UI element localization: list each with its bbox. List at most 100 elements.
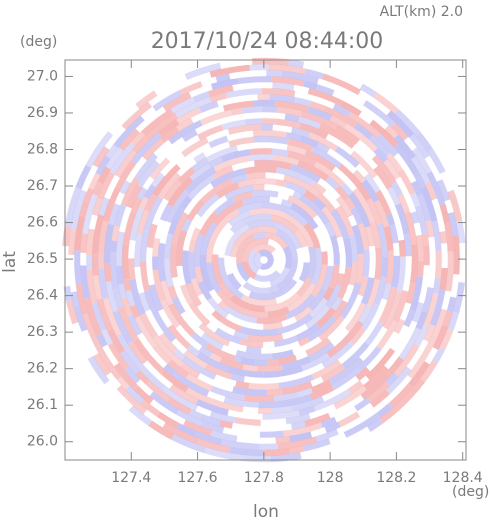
radar-cell	[420, 359, 438, 383]
radar-cell	[275, 118, 301, 129]
radar-cell	[331, 166, 358, 192]
radar-cell	[273, 335, 298, 348]
radar-cell	[303, 189, 318, 203]
radar-cell	[325, 241, 335, 267]
radar-cell	[321, 206, 343, 239]
radar-cell	[393, 134, 416, 160]
radar-cell	[277, 191, 290, 201]
radar-cell	[131, 132, 163, 165]
radar-cell	[380, 375, 413, 408]
radar-cell	[181, 355, 217, 381]
radar-cell	[81, 329, 99, 357]
radar-cell	[117, 305, 139, 342]
radar-cell	[300, 442, 338, 459]
radar-cell	[138, 292, 151, 313]
radar-cell	[275, 278, 305, 305]
radar-cell	[104, 125, 127, 150]
radar-cell	[409, 133, 431, 159]
radar-cell	[287, 194, 318, 220]
radar-cell	[396, 256, 407, 293]
radar-cell	[79, 265, 91, 300]
radar-cell	[196, 193, 220, 218]
radar-cell	[198, 100, 219, 114]
radar-cell	[269, 93, 296, 104]
radar-cell	[151, 163, 181, 197]
radar-cell	[389, 383, 414, 408]
radar-cell	[206, 296, 229, 319]
radar-cell	[75, 164, 92, 190]
radar-cell	[321, 73, 362, 96]
radar-cell	[376, 223, 389, 258]
radar-cell	[113, 115, 145, 149]
radar-cell	[372, 174, 395, 207]
radar-cell	[359, 83, 377, 98]
radar-cell	[150, 172, 165, 188]
radar-cell	[373, 276, 388, 306]
radar-cell	[196, 438, 231, 454]
radar-cell	[227, 340, 247, 353]
radar-cell	[303, 438, 331, 453]
radar-cell	[281, 323, 309, 340]
y-tick-label: 26.1	[27, 397, 58, 413]
radar-cell	[364, 225, 376, 247]
radar-cell	[366, 278, 381, 308]
radar-cell	[256, 373, 296, 385]
radar-cell	[212, 222, 233, 255]
radar-cell	[137, 364, 166, 391]
radar-cell	[292, 190, 303, 200]
radar-cell	[275, 178, 287, 188]
y-tick-label: 26.7	[27, 178, 58, 194]
radar-cell	[369, 134, 391, 157]
radar-cell	[309, 297, 329, 319]
radar-cell	[307, 87, 343, 107]
radar-cell	[426, 171, 446, 206]
radar-cell	[310, 247, 323, 286]
radar-cell	[351, 224, 365, 255]
radar-cell	[70, 189, 87, 230]
radar-cell	[232, 81, 273, 91]
radar-cell	[188, 408, 203, 420]
radar-cell	[72, 322, 94, 359]
radar-cell	[103, 223, 115, 264]
radar-cell	[394, 202, 410, 235]
radar-cell	[180, 136, 209, 158]
radar-cell	[256, 313, 288, 325]
radar-cell	[107, 342, 130, 371]
radar-cell	[402, 256, 413, 292]
radar-cell	[214, 327, 242, 345]
radar-cell	[274, 221, 303, 250]
radar-cell	[244, 93, 258, 102]
radar-cell	[276, 258, 299, 291]
radar-cell	[263, 448, 291, 457]
radar-cell	[176, 157, 197, 177]
radar-cell	[247, 249, 260, 275]
radar-cell	[181, 218, 192, 233]
radar-cell	[105, 281, 119, 313]
radar-cell	[102, 297, 122, 337]
radar-cell	[234, 355, 242, 364]
radar-cell	[342, 237, 353, 268]
radar-cell	[298, 405, 316, 417]
radar-cell	[271, 349, 295, 360]
radar-cell	[293, 306, 313, 322]
radar-cell	[383, 225, 394, 252]
radar-cell	[97, 268, 109, 300]
x-tick-label: 127.8	[244, 470, 284, 486]
radar-cell	[235, 234, 256, 264]
radar-cell	[73, 304, 88, 332]
radar-cell	[369, 119, 399, 148]
radar-cell	[421, 286, 434, 313]
radar-cell	[220, 317, 242, 333]
radar-cell	[306, 245, 317, 280]
radar-cell	[270, 452, 302, 463]
radar-cell	[321, 340, 355, 369]
radar-cell	[287, 150, 317, 167]
radar-cell	[348, 191, 371, 228]
radar-cell	[139, 261, 151, 292]
radar-cell	[289, 445, 305, 455]
radar-cell	[384, 339, 408, 370]
radar-cell	[143, 183, 157, 200]
radar-cell	[213, 154, 250, 173]
radar-cell	[79, 200, 90, 217]
